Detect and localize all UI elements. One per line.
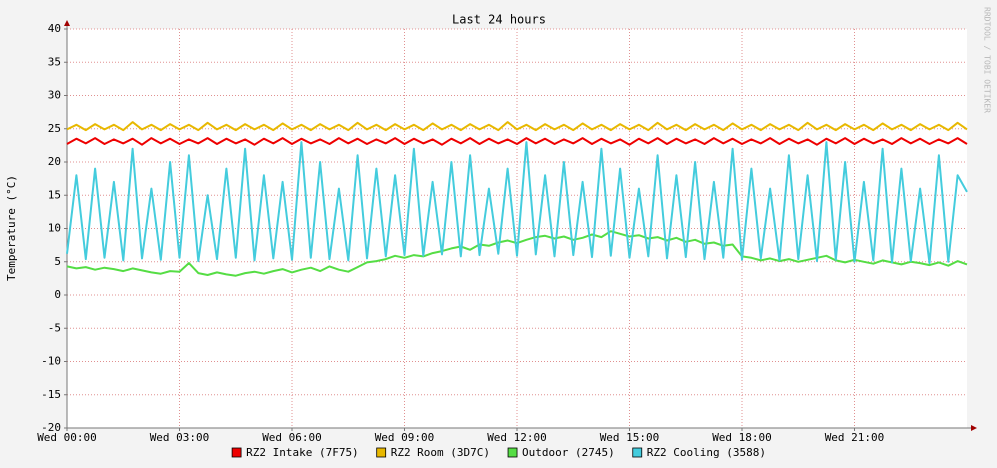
y-tick-label: 15 <box>48 188 61 201</box>
x-tick-label: Wed 21:00 <box>825 431 885 444</box>
watermark: RRDTOOL / TOBI OETIKER <box>983 7 992 113</box>
legend: RZ2 Intake (7F75) RZ2 Room (3D7C) Outdoor … <box>231 446 766 459</box>
y-tick-label: 5 <box>54 255 61 268</box>
legend-label: Outdoor (2745) <box>522 446 615 459</box>
x-axis-arrow <box>971 425 977 431</box>
legend-label: RZ2 Cooling (3588) <box>647 446 766 459</box>
x-tick-label: Wed 00:00 <box>37 431 97 444</box>
x-tick-label: Wed 15:00 <box>600 431 660 444</box>
chart-title: Last 24 hours <box>452 13 546 27</box>
legend-swatch <box>507 447 518 458</box>
legend-swatch <box>231 447 242 458</box>
y-tick-label: 25 <box>48 122 61 135</box>
y-tick-label: 40 <box>48 22 61 35</box>
y-tick-label: -15 <box>41 388 61 401</box>
legend-swatch <box>632 447 643 458</box>
x-tick-label: Wed 03:00 <box>150 431 210 444</box>
y-axis-arrow <box>64 20 70 26</box>
y-tick-label: 0 <box>54 288 61 301</box>
y-tick-label: 10 <box>48 222 61 235</box>
series-line <box>66 137 968 146</box>
y-tick-label: -5 <box>48 321 61 334</box>
series-line <box>66 141 968 265</box>
y-tick-label: 35 <box>48 55 61 68</box>
y-tick-label: -10 <box>41 355 61 368</box>
y-tick-label: 30 <box>48 89 61 102</box>
legend-swatch <box>376 447 387 458</box>
y-axis-label: Temperature (°C) <box>5 175 18 281</box>
x-tick-label: Wed 18:00 <box>712 431 772 444</box>
series-line <box>66 121 968 132</box>
x-tick-label: Wed 12:00 <box>487 431 547 444</box>
x-tick-label: Wed 06:00 <box>262 431 322 444</box>
x-tick-label: Wed 09:00 <box>375 431 435 444</box>
legend-label: RZ2 Room (3D7C) <box>391 446 490 459</box>
legend-label: RZ2 Intake (7F75) <box>246 446 359 459</box>
y-tick-label: -20 <box>41 421 61 434</box>
y-tick-label: 20 <box>48 155 61 168</box>
